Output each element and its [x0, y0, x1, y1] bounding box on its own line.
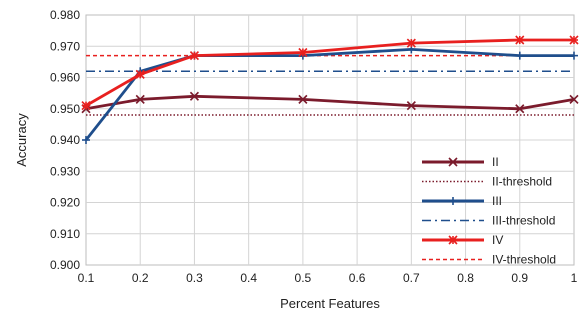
- series-lines: [81, 35, 579, 144]
- data-point: [406, 38, 416, 48]
- legend-item: III: [422, 194, 502, 208]
- data-point: [135, 69, 145, 79]
- legend-label: II-threshold: [492, 175, 552, 189]
- legend-item: IV: [422, 233, 503, 247]
- legend-item: III-threshold: [422, 214, 555, 228]
- data-point: [82, 136, 90, 144]
- data-point: [515, 51, 524, 60]
- x-tick-label: 0.8: [457, 271, 474, 285]
- legend-label: III-threshold: [492, 214, 555, 228]
- y-tick-label: 0.910: [50, 227, 80, 241]
- gridlines: [86, 15, 574, 265]
- x-tick-label: 0.3: [186, 271, 203, 285]
- x-tick-label: 0.4: [240, 271, 257, 285]
- y-tick-label: 0.920: [50, 196, 80, 210]
- y-tick-label: 0.930: [50, 164, 80, 178]
- legend-item: II: [422, 155, 499, 169]
- data-point: [449, 197, 457, 205]
- x-tick-label: 1: [571, 271, 578, 285]
- y-tick-label: 0.980: [50, 8, 80, 22]
- y-tick-label: 0.950: [50, 102, 80, 116]
- x-tick-label: 0.1: [78, 271, 95, 285]
- legend-label: III: [492, 194, 502, 208]
- legend: II II-threshold III III-threshold IV IV-thres…: [422, 155, 556, 267]
- data-point: [448, 157, 458, 167]
- x-tick-label: 0.6: [349, 271, 366, 285]
- x-axis-label: Percent Features: [280, 296, 380, 311]
- y-tick-label: 0.940: [50, 133, 80, 147]
- x-tick-label: 0.5: [295, 271, 312, 285]
- data-point: [406, 101, 416, 111]
- y-tick-label: 0.970: [50, 39, 80, 53]
- x-tick-label: 0.7: [403, 271, 420, 285]
- legend-label: II: [492, 155, 499, 169]
- x-tick-label: 0.2: [132, 271, 149, 285]
- y-tick-labels: 0.900 0.910 0.920 0.930 0.940 0.950 0.960 0.970…: [50, 8, 80, 272]
- data-point: [569, 94, 579, 104]
- x-tick-label: 0.9: [511, 271, 528, 285]
- data-point: [81, 101, 91, 111]
- data-point: [448, 235, 458, 245]
- data-point: [298, 47, 308, 58]
- data-point: [515, 35, 525, 45]
- x-tick-labels: 0.1 0.2 0.3 0.4 0.5 0.6 0.7 0.8 0.9 1: [78, 271, 578, 285]
- legend-item: II-threshold: [422, 175, 552, 189]
- data-point: [189, 51, 200, 61]
- legend-label: IV: [492, 233, 503, 247]
- data-point: [189, 91, 200, 101]
- data-point: [570, 51, 578, 60]
- legend-label: IV-threshold: [492, 253, 556, 267]
- data-point: [515, 104, 525, 114]
- y-tick-label: 0.960: [50, 71, 80, 85]
- threshold-lines: [86, 54, 574, 116]
- data-point: [298, 94, 308, 104]
- data-point: [135, 94, 145, 104]
- y-axis-label: Accuracy: [14, 113, 29, 167]
- data-point: [569, 35, 579, 45]
- legend-item: IV-threshold: [422, 253, 556, 267]
- y-tick-label: 0.900: [50, 258, 80, 272]
